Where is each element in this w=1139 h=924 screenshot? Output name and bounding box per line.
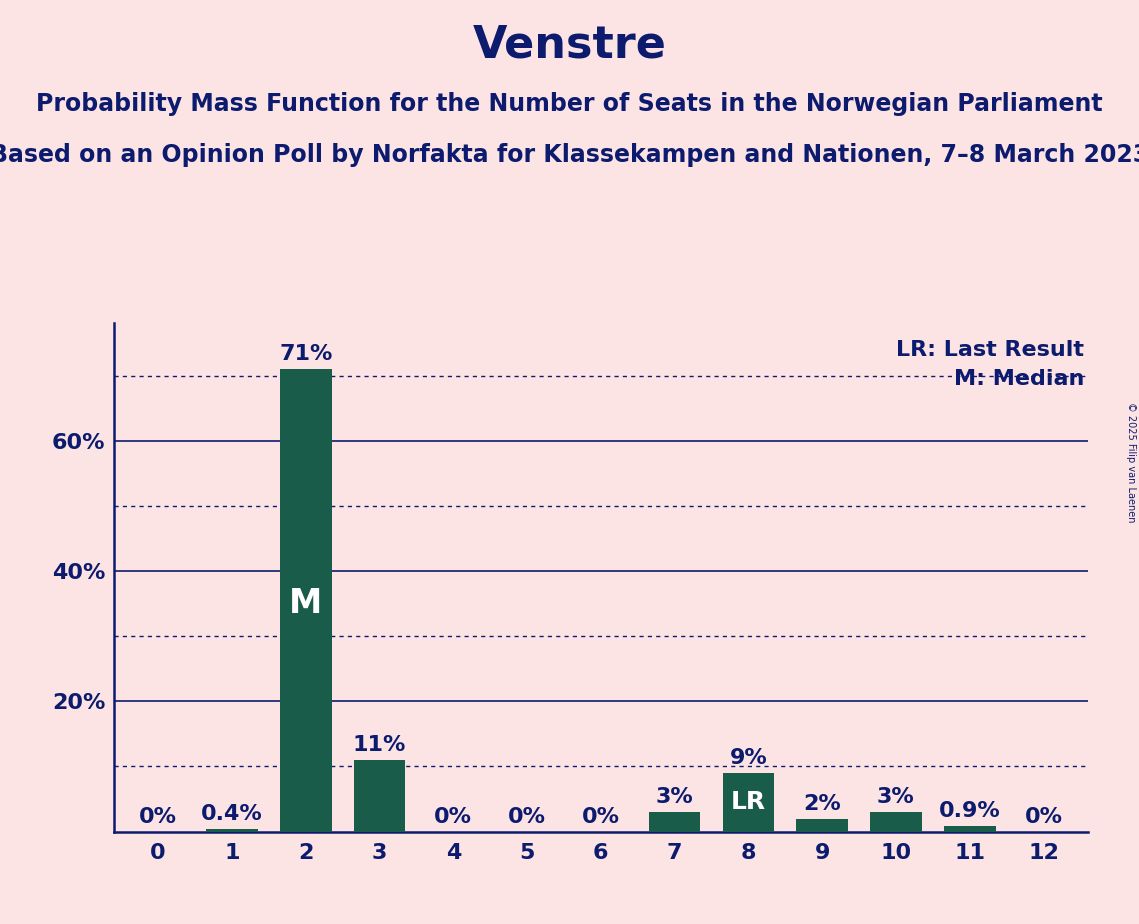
- Text: 0%: 0%: [1024, 807, 1063, 827]
- Text: 0.4%: 0.4%: [202, 805, 263, 824]
- Text: M: M: [289, 587, 322, 620]
- Bar: [354, 760, 405, 832]
- Text: © 2025 Filip van Laenen: © 2025 Filip van Laenen: [1126, 402, 1136, 522]
- Text: 71%: 71%: [279, 345, 333, 364]
- Text: Venstre: Venstre: [473, 23, 666, 67]
- Text: LR: LR: [731, 790, 765, 814]
- Bar: [944, 826, 995, 832]
- Bar: [796, 819, 847, 832]
- Text: 3%: 3%: [656, 787, 694, 808]
- Text: Probability Mass Function for the Number of Seats in the Norwegian Parliament: Probability Mass Function for the Number…: [36, 92, 1103, 116]
- Text: M: Median: M: Median: [953, 369, 1084, 389]
- Bar: [649, 812, 700, 832]
- Bar: [870, 812, 921, 832]
- Text: 2%: 2%: [803, 794, 841, 814]
- Text: 0%: 0%: [508, 807, 546, 827]
- Text: 0.9%: 0.9%: [939, 801, 1000, 821]
- Bar: [722, 773, 775, 832]
- Bar: [280, 369, 331, 832]
- Text: 0%: 0%: [139, 807, 178, 827]
- Text: 9%: 9%: [729, 748, 768, 769]
- Text: 0%: 0%: [434, 807, 473, 827]
- Bar: [206, 829, 257, 832]
- Text: 0%: 0%: [582, 807, 620, 827]
- Text: 11%: 11%: [353, 736, 407, 756]
- Text: 3%: 3%: [877, 787, 915, 808]
- Text: LR: Last Result: LR: Last Result: [896, 340, 1084, 359]
- Text: Based on an Opinion Poll by Norfakta for Klassekampen and Nationen, 7–8 March 20: Based on an Opinion Poll by Norfakta for…: [0, 143, 1139, 167]
